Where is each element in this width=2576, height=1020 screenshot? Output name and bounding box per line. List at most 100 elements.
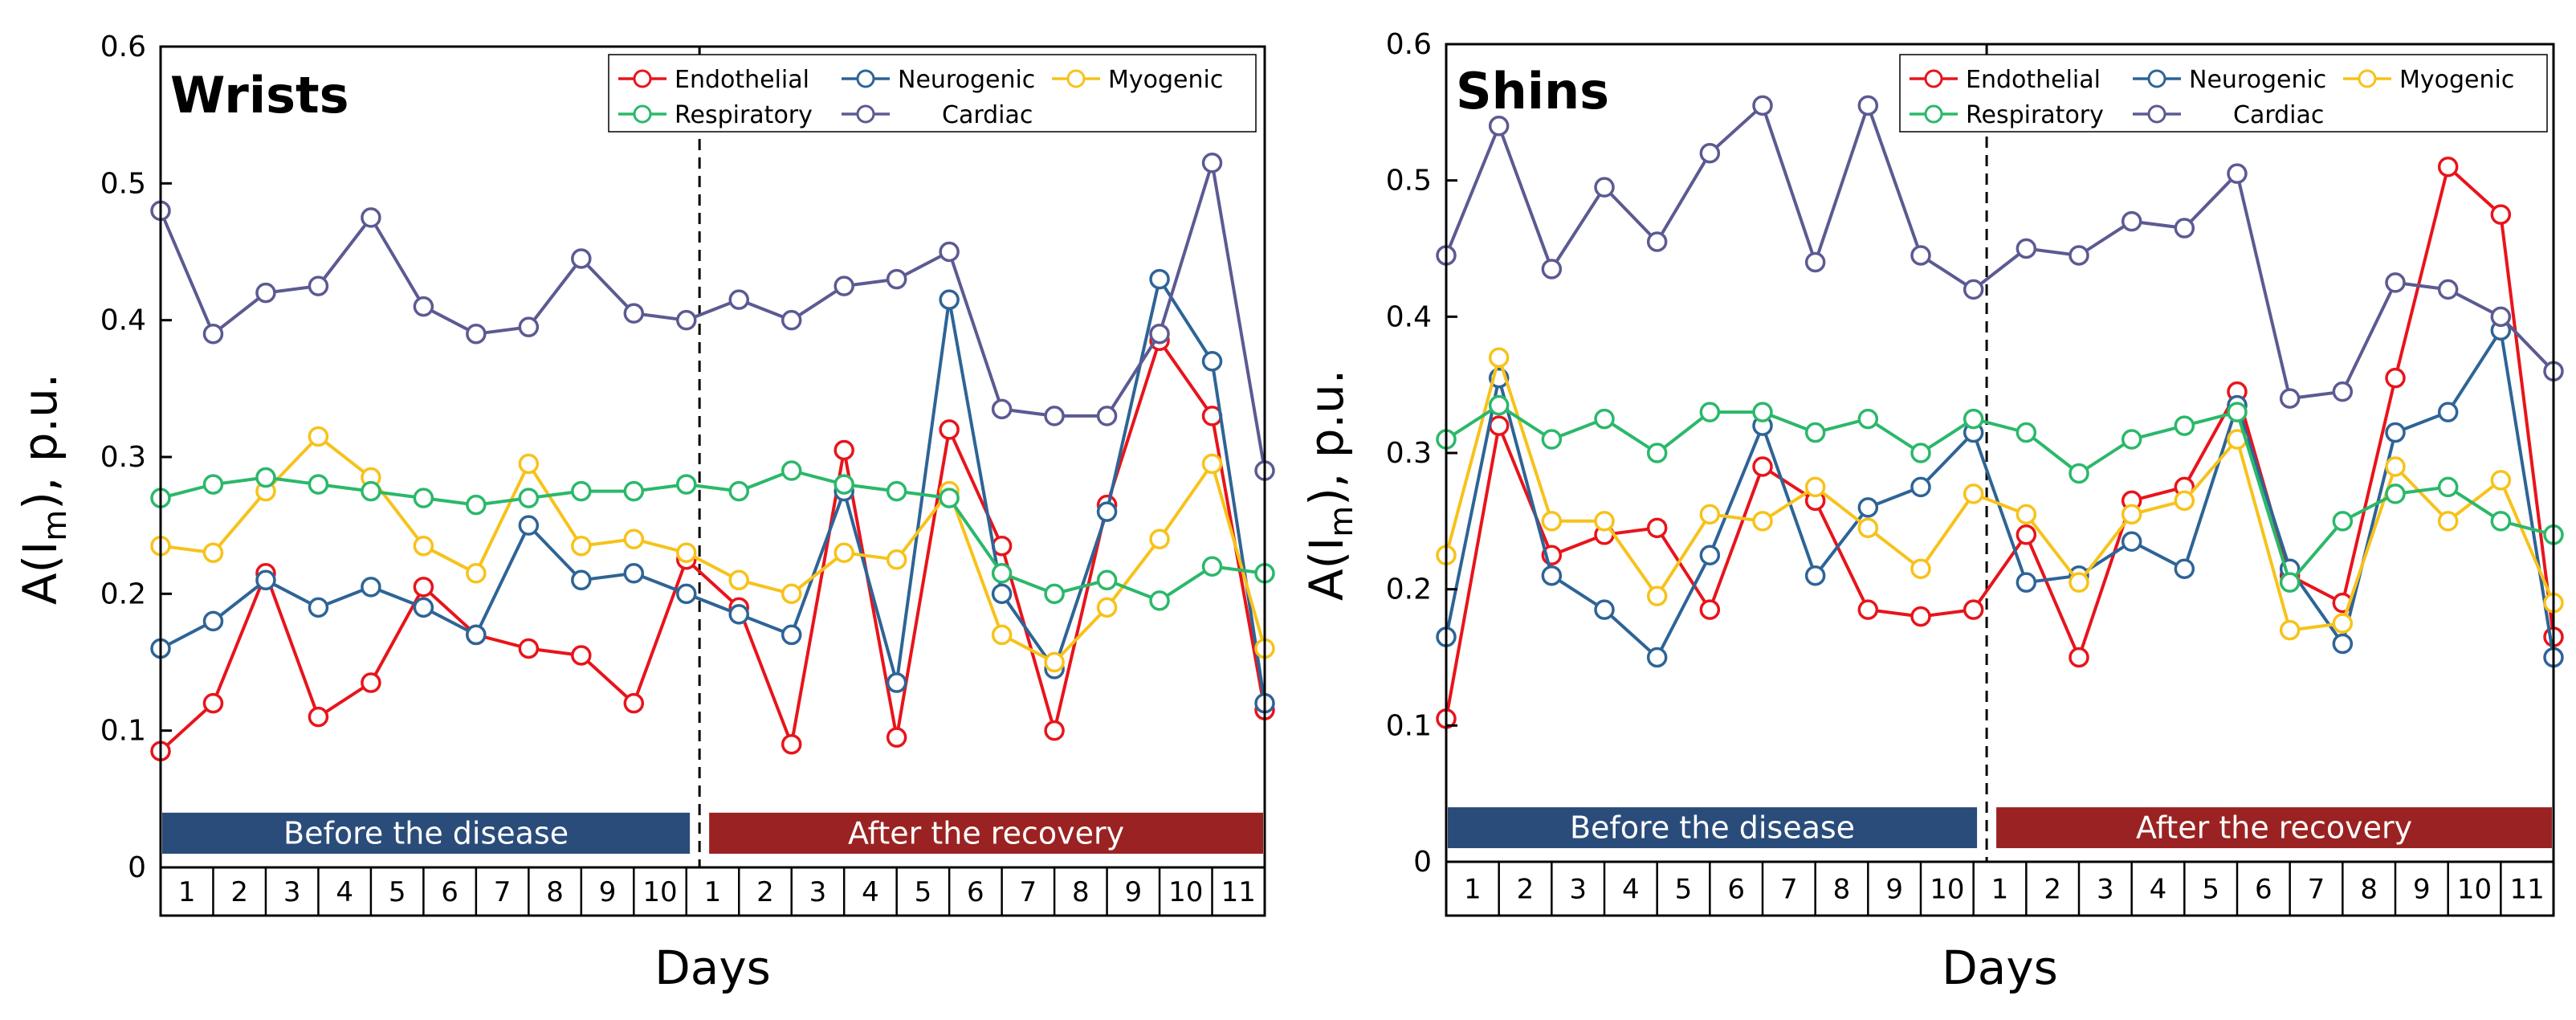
day-tick-label: 3 [2097,874,2114,906]
cardiac-point [1541,259,1563,279]
day-tick-label: 9 [2413,874,2431,906]
day-tick-label: 9 [599,876,617,908]
legend-respiratory-swatch-marker [1924,104,1943,124]
y-tick-label: 0.5 [1386,165,1432,198]
myogenic-point [623,528,645,549]
legend-neurogenic: Neurogenic [2189,66,2326,94]
y-tick-label: 0.6 [100,31,146,63]
y-axis-label: A(Im), p.u. [1299,369,1360,601]
endothelial-point [1646,517,1668,539]
legend-respiratory-swatch-marker [633,104,652,124]
legend: Endothelial Neurogenic Myogenic Respirat… [608,54,1257,133]
neurogenic-point [308,597,329,618]
before-disease-band [162,812,691,854]
y-axis-label-sub: m [37,510,74,541]
neurogenic-point [202,610,224,632]
day-tick-label: 10 [642,876,677,908]
neurogenic-point [2332,633,2354,655]
endothelial-point [413,577,434,598]
endothelial-point [1752,456,1773,477]
respiratory-point [308,474,329,495]
cardiac-point [623,303,645,324]
day-tick-label: 7 [2308,874,2325,906]
cardiac-point [1857,95,1879,116]
y-axis-label-main: A(I [1299,537,1354,601]
neurogenic-point [255,569,276,591]
legend-cardiac: Cardiac [2233,101,2324,129]
cardiac-point [834,275,854,296]
neurogenic-point [1594,599,1615,620]
y-axis: 0 0.1 0.2 0.3 0.4 0.5 0.6 [1386,28,1457,879]
after-recovery-band [709,812,1263,854]
cardiac-point [2016,238,2037,259]
day-axis: 1 2 3 4 5 6 7 8 9 10 1 2 3 4 5 6 7 8 9 10 11 [159,866,1266,917]
y-tick-label: 0.3 [100,441,146,474]
day-tick-label: 2 [756,876,774,908]
myogenic-point [1963,483,1984,504]
day-tick-label: 1 [178,876,196,908]
endothelial-point [518,638,540,659]
y-axis-label-sub: m [1323,506,1360,537]
endothelial-point [886,727,907,748]
day-tick-label: 11 [2510,874,2545,906]
respiratory-point [1910,443,1931,463]
neurogenic-point [466,624,487,646]
myogenic-point [202,542,224,563]
wrists-panel: Before the disease After the recovery 00… [13,31,1275,995]
neurogenic-point [728,604,749,625]
cardiac-point [518,316,540,337]
day-tick-label: 9 [1124,876,1142,908]
myogenic-point [2332,613,2354,634]
neurogenic-point [2121,531,2142,553]
endothelial-point [623,692,645,714]
plot-frame [1445,43,2555,863]
after-recovery-label: After the recovery [2136,810,2412,846]
legend-endothelial: Endothelial [675,66,809,94]
myogenic-point [2385,456,2406,477]
cardiac-point [2385,272,2406,293]
endothelial-point [2385,367,2406,389]
y-tick-label: 0.1 [100,715,146,748]
neurogenic-point [2385,422,2406,443]
respiratory-point [1804,422,1826,443]
cardiac-point [2490,306,2512,328]
cardiac-point [781,309,802,331]
respiratory-point [1857,408,1879,430]
cardiac-point [1096,406,1118,426]
day-tick-label: 6 [2255,874,2272,906]
day-tick-label: 10 [1930,874,1964,906]
day-tick-label: 1 [1464,874,1482,906]
endothelial-point [2016,524,2037,545]
neurogenic-point [2016,572,2037,593]
legend-cardiac-swatch-marker [2147,104,2166,124]
neurogenic-point [571,569,592,591]
neurogenic-point [1201,351,1223,372]
day-tick-label: 6 [1727,874,1745,906]
respiratory-point [255,467,276,488]
legend-myogenic-swatch-marker [2358,69,2377,88]
legend-box [1899,54,2548,133]
day-axis-box [1445,860,2555,917]
myogenic-point [518,453,540,475]
neurogenic-point [623,563,645,584]
myogenic-point [1857,517,1879,539]
day-tick-label: 8 [1833,874,1851,906]
cardiac-point [991,398,1013,420]
neurogenic-point [939,289,960,310]
myogenic-line [160,435,1266,664]
cardiac-point [939,241,960,263]
respiratory-point [1201,556,1223,577]
respiratory-point [2227,402,2248,422]
day-tick-label: 2 [2044,874,2061,906]
respiratory-point [1963,408,1984,430]
myogenic-point [2174,490,2195,512]
myogenic-point [1594,511,1615,532]
respiratory-point [1149,590,1170,611]
neurogenic-point [1646,647,1668,668]
myogenic-point [728,569,749,591]
cardiac-point [886,268,907,290]
respiratory-point [939,488,960,508]
neurogenic-point [518,515,540,536]
cardiac-point [413,296,434,317]
